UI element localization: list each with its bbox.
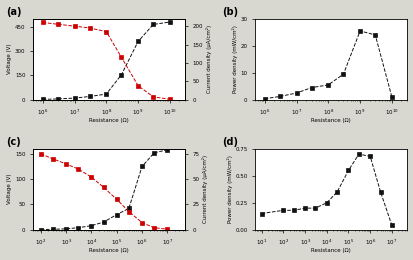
Y-axis label: Voltage (V): Voltage (V): [7, 44, 12, 75]
Text: (a): (a): [6, 7, 21, 17]
Y-axis label: Voltage (V): Voltage (V): [7, 174, 12, 205]
Y-axis label: Power density (mW/cm²): Power density (mW/cm²): [231, 25, 237, 93]
Text: (c): (c): [6, 137, 21, 147]
Y-axis label: Current density (μA/cm²): Current density (μA/cm²): [206, 25, 211, 93]
X-axis label: Resistance (Ω): Resistance (Ω): [89, 248, 129, 253]
Text: (b): (b): [221, 7, 237, 17]
Text: (d): (d): [221, 137, 237, 147]
Y-axis label: Current density (μA/cm²): Current density (μA/cm²): [202, 155, 208, 223]
Y-axis label: Power density (mW/cm²): Power density (mW/cm²): [226, 155, 232, 223]
X-axis label: Resistance (Ω): Resistance (Ω): [89, 118, 129, 123]
X-axis label: Resistance (Ω): Resistance (Ω): [311, 248, 350, 253]
X-axis label: Resistance (Ω): Resistance (Ω): [311, 118, 350, 123]
